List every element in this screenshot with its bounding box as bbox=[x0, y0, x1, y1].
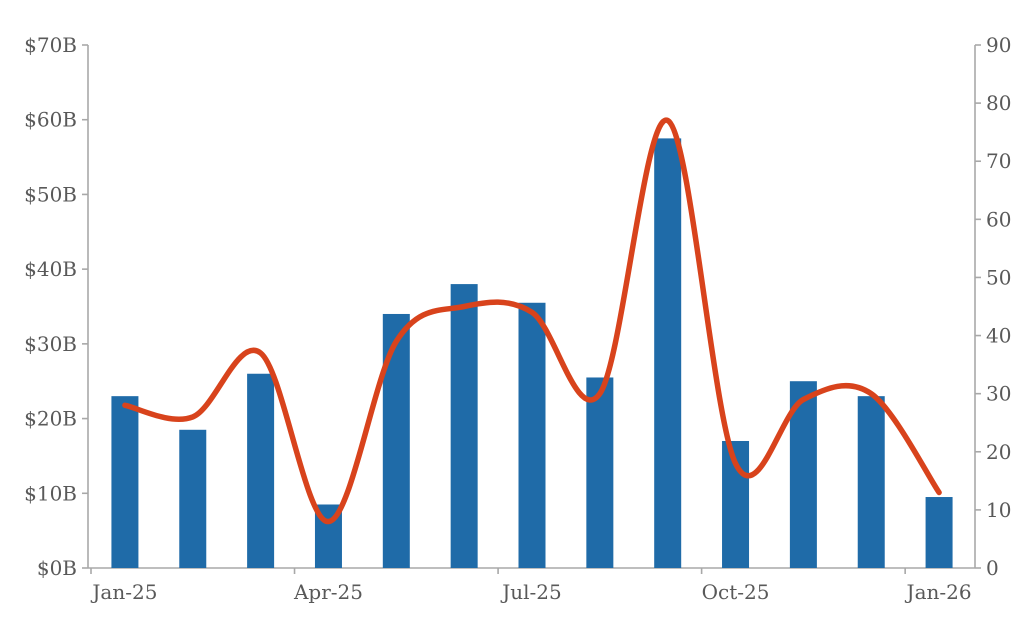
x-axis-tick-label: Jul-25 bbox=[500, 580, 562, 604]
right-axis-tick-label: 80 bbox=[986, 91, 1011, 115]
bar-feb-25 bbox=[179, 429, 207, 568]
right-axis-tick-label: 30 bbox=[986, 382, 1011, 406]
left-axis-tick-label: $10B bbox=[24, 481, 77, 505]
x-axis-tick-label: Apr-25 bbox=[293, 580, 363, 604]
right-axis-tick-label: 90 bbox=[986, 33, 1011, 57]
left-axis-tick-label: $30B bbox=[24, 332, 77, 356]
bar-jul-25 bbox=[518, 302, 546, 568]
bar-dec-25 bbox=[857, 396, 885, 568]
right-axis-tick-label: 60 bbox=[986, 207, 1011, 231]
right-axis-tick-label: 0 bbox=[986, 556, 999, 580]
right-axis-tick-label: 70 bbox=[986, 149, 1011, 173]
left-axis-tick-label: $50B bbox=[24, 182, 77, 206]
left-axis-tick-label: $0B bbox=[37, 556, 77, 580]
x-axis-tick-label: Oct-25 bbox=[702, 580, 770, 604]
bar-sep-25 bbox=[654, 138, 682, 568]
right-axis-tick-label: 50 bbox=[986, 265, 1011, 289]
right-axis-tick-label: 40 bbox=[986, 324, 1011, 348]
bar-jan-25 bbox=[111, 396, 139, 568]
left-axis-tick-label: $40B bbox=[24, 257, 77, 281]
x-axis-tick-label: Jan-25 bbox=[90, 580, 157, 604]
bar-mar-25 bbox=[247, 373, 275, 568]
bar-jan-26 bbox=[925, 497, 953, 568]
right-axis-tick-label: 20 bbox=[986, 440, 1011, 464]
trend-line bbox=[122, 117, 942, 525]
right-axis-tick-label: 10 bbox=[986, 498, 1011, 522]
bar-aug-25 bbox=[586, 377, 614, 568]
left-axis-tick-label: $70B bbox=[24, 33, 77, 57]
left-axis-tick-label: $60B bbox=[24, 108, 77, 132]
left-axis-tick-label: $20B bbox=[24, 407, 77, 431]
bar-jun-25 bbox=[450, 284, 478, 568]
bar-may-25 bbox=[382, 313, 410, 568]
x-axis-tick-label: Jan-26 bbox=[905, 580, 972, 604]
